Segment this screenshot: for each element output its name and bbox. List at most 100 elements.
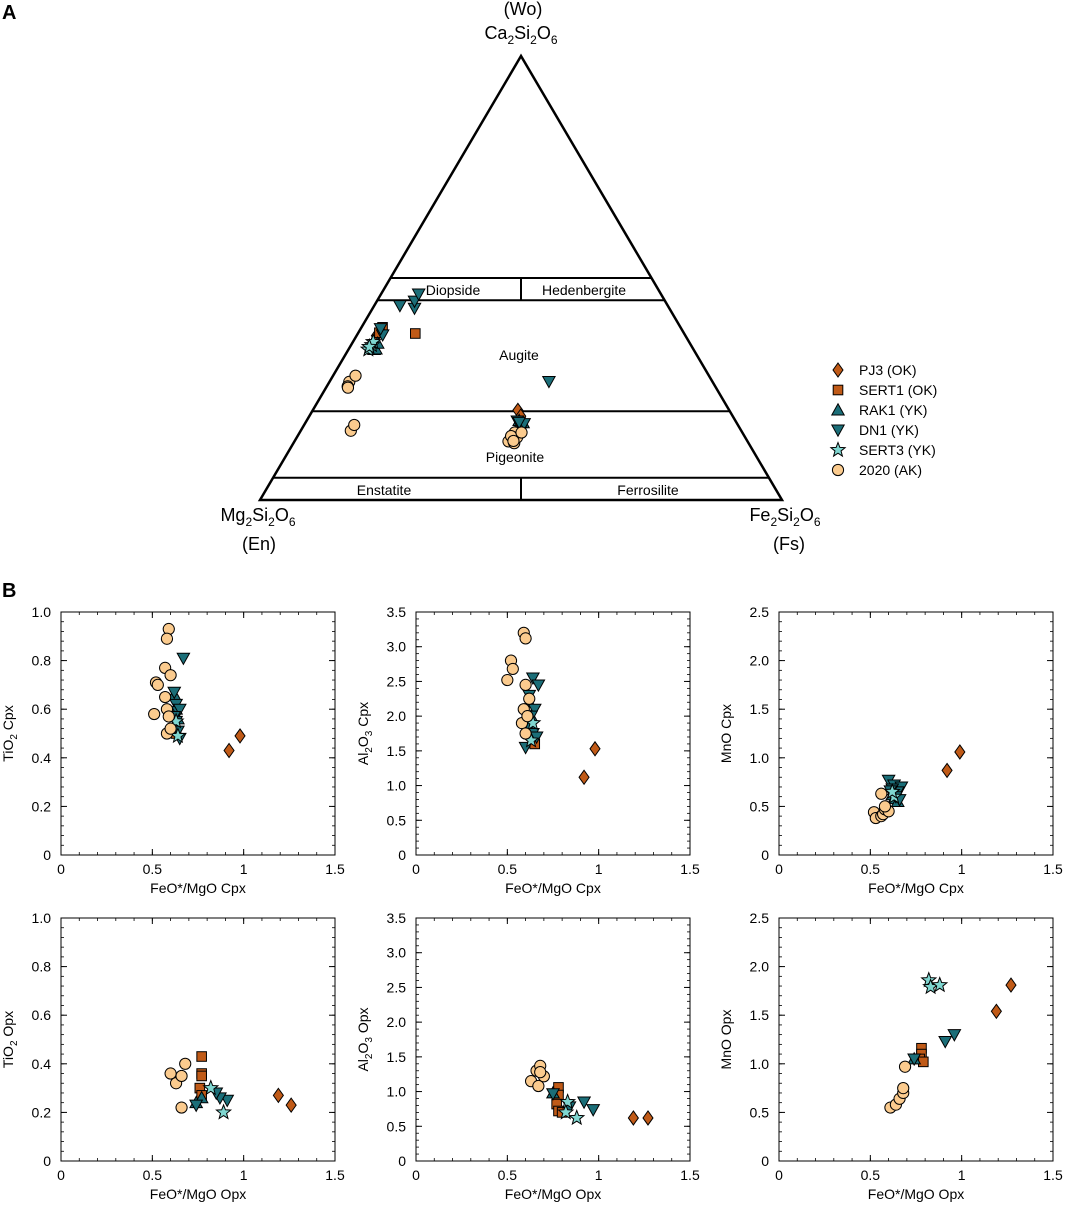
legend-label-sert3-yk: SERT3 (YK) xyxy=(859,442,936,458)
tio2-opx-point-dn1-yk-0 xyxy=(220,1094,235,1108)
tio2-cpx-xtick-label-1: 0.5 xyxy=(143,861,163,877)
mno-opx-point-2020-ak-4 xyxy=(897,1082,910,1095)
mno-cpx-ytick-label-4: 2.0 xyxy=(750,653,770,669)
mno-opx-ylabel: MnO Opx xyxy=(718,1010,734,1070)
tio2-opx-point-2020-ak-3 xyxy=(179,1057,192,1070)
mno-cpx-point-pj3-ok-1 xyxy=(954,744,966,760)
ternary-point-dn1-yk-9 xyxy=(392,300,407,313)
tio2-cpx-point-2020-ak-3 xyxy=(164,669,177,682)
ternary-point-2020-ak-12 xyxy=(341,381,355,394)
al2o3-cpx-point-pj3-ok-1 xyxy=(589,740,601,757)
mno-opx-point-2020-ak-5 xyxy=(898,1060,912,1073)
mno-cpx-xtick-label-1: 0.5 xyxy=(861,861,881,877)
panel-tio2-cpx: 0 0.5 1 1.5 0 0.2 0.4 0.6 0.8 1.0 FeO*/MgO Cpx TiO2… xyxy=(0,604,345,896)
al2o3-opx-xlabel: FeO*/MgO Opx xyxy=(505,1186,601,1202)
al2o3-cpx-xlabel: FeO*/MgO Cpx xyxy=(505,880,601,896)
tio2-opx-ytick-label-3: 0.6 xyxy=(32,1007,52,1023)
tio2-opx-ytick-label-2: 0.4 xyxy=(32,1056,52,1072)
mno-opx-point-dn1-yk-2 xyxy=(907,1053,922,1067)
tio2-opx-xtick-label-3: 1.5 xyxy=(325,1167,345,1183)
mno-opx-point-pj3-ok-1 xyxy=(1005,977,1017,993)
field-label-pigeonite: Pigeonite xyxy=(486,449,545,465)
al2o3-cpx-xtick-label-0: 0 xyxy=(412,861,420,877)
ternary-point-dn1-yk-3 xyxy=(541,375,556,389)
al2o3-cpx-point-2020-ak-1 xyxy=(519,632,532,645)
tio2-cpx-ytick-label-5: 1.0 xyxy=(32,604,52,620)
tio2-cpx-point-2020-ak-7 xyxy=(148,707,161,721)
mno-opx-ytick-label-0: 0 xyxy=(761,1153,769,1169)
tio2-opx-ytick-label-4: 0.8 xyxy=(32,959,52,975)
legend-label-pj3-ok: PJ3 (OK) xyxy=(859,362,917,378)
tio2-opx-frame xyxy=(60,917,336,1162)
mno-opx-point-dn1-yk-1 xyxy=(938,1035,953,1049)
legend-marker-pj3-ok xyxy=(832,362,844,378)
mno-opx-ytick-label-4: 2.0 xyxy=(750,959,770,975)
tio2-cpx-point-2020-ak-11 xyxy=(164,722,177,735)
tio2-cpx-xtick-label-3: 1.5 xyxy=(325,861,345,877)
mno-opx-point-dn1-yk-0 xyxy=(947,1029,962,1042)
tio2-cpx-point-2020-ak-5 xyxy=(151,678,164,692)
al2o3-cpx-xtick-label-1: 0.5 xyxy=(498,861,518,877)
tio2-cpx-frame xyxy=(60,611,336,856)
panel-label-b: B xyxy=(2,580,16,602)
ternary-point-sert1-ok-0 xyxy=(409,328,421,339)
panel-mno-cpx: 0 0.5 1 1.5 0 0.5 1.0 1.5 2.0 2.5 FeO*/MgO Cpx MnO … xyxy=(718,604,1063,896)
mno-opx-xlabel: FeO*/MgO Opx xyxy=(868,1186,964,1202)
al2o3-opx-xtick-label-0: 0 xyxy=(412,1167,420,1183)
al2o3-opx-point-sert3-yk-2 xyxy=(557,1103,575,1120)
tio2-cpx-ytick-label-2: 0.4 xyxy=(32,750,52,766)
al2o3-cpx-xtick-label-3: 1.5 xyxy=(680,861,700,877)
tio2-opx-point-sert3-yk-0 xyxy=(202,1079,220,1096)
mno-opx-xtick-label-1: 0.5 xyxy=(861,1167,881,1183)
al2o3-cpx-point-2020-ak-6 xyxy=(523,692,536,705)
al2o3-cpx-ylabel: Al2O3 Cpx xyxy=(355,702,375,765)
al2o3-cpx-point-2020-ak-3 xyxy=(506,662,519,676)
tio2-cpx-ytick-label-1: 0.2 xyxy=(32,798,52,814)
mno-opx-frame xyxy=(778,917,1054,1162)
mno-cpx-ylabel: MnO Cpx xyxy=(718,704,734,763)
mno-opx-xtick-label-3: 1.5 xyxy=(1043,1167,1063,1183)
tio2-opx-ytick-label-0: 0 xyxy=(43,1153,51,1169)
legend-label-sert1-ok: SERT1 (OK) xyxy=(859,382,937,398)
tio2-opx-point-pj3-ok-0 xyxy=(272,1087,284,1104)
apex-top-formula: Ca2Si2O6 xyxy=(484,23,557,47)
tio2-opx-point-sert3-yk-1 xyxy=(215,1103,233,1120)
al2o3-opx-ytick-label-3: 1.5 xyxy=(387,1049,407,1065)
legend-label-dn1-yk: DN1 (YK) xyxy=(859,422,919,438)
ternary-point-2020-ak-9 xyxy=(348,418,361,432)
apex-right-formula: Fe2Si2O6 xyxy=(749,505,820,529)
mno-cpx-xtick-label-2: 1 xyxy=(958,861,966,877)
tio2-cpx-xtick-label-2: 1 xyxy=(240,861,248,877)
tio2-cpx-point-dn1-yk-4 xyxy=(172,703,187,717)
al2o3-cpx-point-dn1-yk-1 xyxy=(531,679,546,693)
mno-cpx-xtick-label-3: 1.5 xyxy=(1043,861,1063,877)
tio2-cpx-point-2020-ak-9 xyxy=(162,710,175,723)
ternary-point-2020-ak-7 xyxy=(515,426,528,439)
al2o3-cpx-ytick-label-6: 3.0 xyxy=(387,639,407,655)
legend-marker-2020-ak xyxy=(831,463,845,477)
ternary-point-dn1-yk-5 xyxy=(373,323,388,336)
al2o3-opx-point-pj3-ok-1 xyxy=(642,1110,654,1126)
field-label-augite: Augite xyxy=(499,347,539,363)
tio2-cpx-xlabel: FeO*/MgO Cpx xyxy=(150,880,246,896)
al2o3-opx-point-dn1-yk-3 xyxy=(545,1088,561,1101)
panel-al2o3-opx: 0 0.5 1 1.5 0 0.5 1.0 1.5 2.0 2.5 3.0 3.5 FeO*/MgO O… xyxy=(355,910,700,1202)
ternary-point-sert3-yk-3 xyxy=(360,337,378,355)
al2o3-opx-ytick-label-7: 3.5 xyxy=(387,910,407,926)
al2o3-opx-point-pj3-ok-0 xyxy=(627,1110,639,1126)
tio2-cpx-point-2020-ak-6 xyxy=(159,690,172,704)
tio2-opx-xtick-label-0: 0 xyxy=(57,1167,65,1183)
al2o3-cpx-point-2020-ak-4 xyxy=(501,673,514,687)
al2o3-opx-xtick-label-3: 1.5 xyxy=(680,1167,700,1183)
al2o3-cpx-xtick-label-2: 1 xyxy=(595,861,603,877)
mno-opx-ytick-label-2: 1.0 xyxy=(750,1056,770,1072)
legend-label-rak1-yk: RAK1 (YK) xyxy=(859,402,927,418)
al2o3-cpx-ytick-label-2: 1.0 xyxy=(387,778,407,794)
tio2-opx-ylabel: TiO2 Opx xyxy=(0,1011,20,1068)
al2o3-opx-frame xyxy=(415,917,691,1162)
tio2-opx-xtick-label-2: 1 xyxy=(240,1167,248,1183)
al2o3-cpx-point-2020-ak-10 xyxy=(521,710,534,723)
legend-marker-sert3-yk xyxy=(829,441,847,458)
al2o3-cpx-ytick-label-0: 0 xyxy=(398,847,406,863)
